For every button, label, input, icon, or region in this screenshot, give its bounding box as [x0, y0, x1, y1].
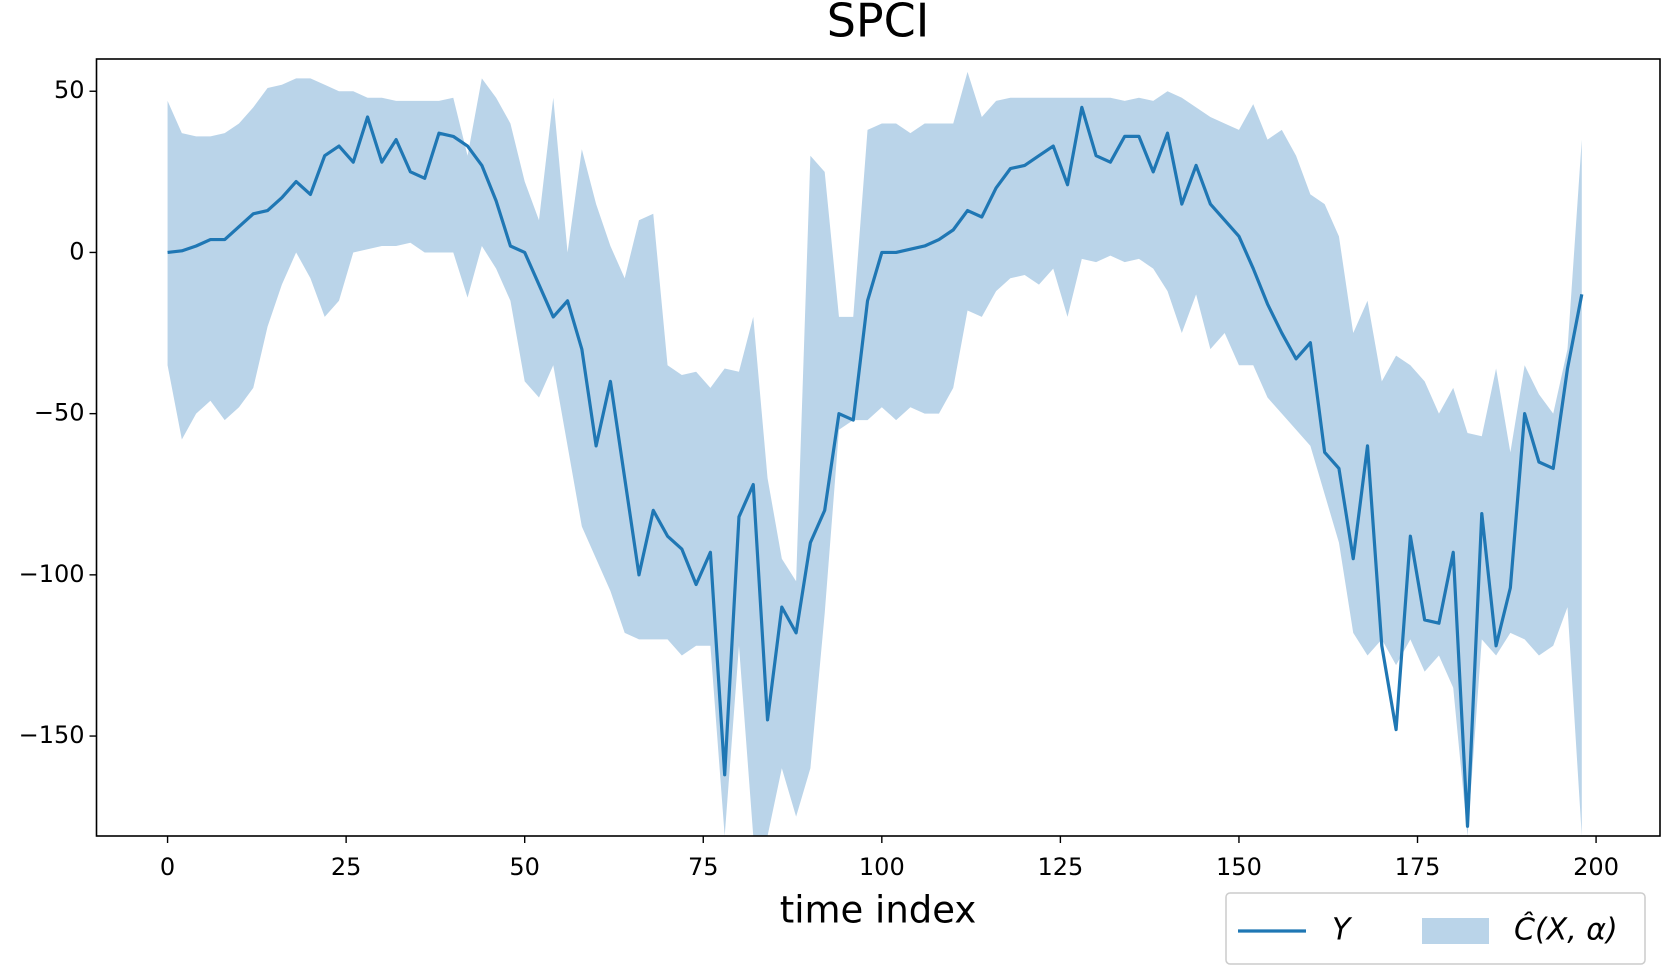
series-line	[167, 105, 1584, 828]
x-tick-label: 175	[1395, 853, 1441, 881]
x-tick-label: 0	[160, 853, 175, 881]
x-tick-label: 100	[859, 853, 905, 881]
axes-frame	[95, 58, 1661, 837]
y-tick-label: 0	[69, 237, 84, 265]
x-tick-label: 75	[688, 853, 719, 881]
x-tick-label: 125	[1037, 853, 1083, 881]
legend: Y Ĉ(X, α)	[1225, 892, 1646, 965]
x-tick-label: 200	[1573, 853, 1619, 881]
interval-band	[167, 71, 1582, 836]
y-tick-label: −50	[34, 399, 85, 427]
y-tick-label: 50	[54, 76, 85, 104]
x-tick-label: 150	[1216, 853, 1262, 881]
legend-label: Y	[1332, 913, 1353, 948]
legend-patch	[1422, 918, 1489, 944]
y-tick-label: −100	[19, 560, 85, 588]
x-axis-label: time index	[780, 889, 977, 932]
chart-title: SPCI	[827, 0, 930, 48]
y-tick-label: −150	[19, 721, 85, 749]
plot-area	[167, 71, 1584, 836]
x-tick-label: 50	[509, 853, 540, 881]
legend-label: Ĉ(X, α)	[1514, 911, 1618, 948]
x-tick-label: 25	[331, 853, 362, 881]
